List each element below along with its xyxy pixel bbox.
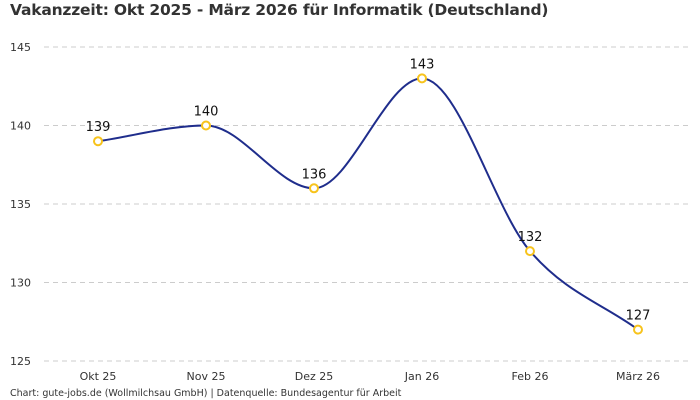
y-tick-label: 130	[10, 277, 31, 290]
chart-title: Vakanzzeit: Okt 2025 - März 2026 für Inf…	[10, 1, 549, 19]
y-tick-label: 125	[10, 355, 31, 368]
data-label: 139	[86, 120, 111, 135]
x-tick-label: März 26	[616, 370, 660, 383]
data-point	[201, 120, 211, 131]
data-label: 143	[410, 57, 435, 72]
x-tick-label: Okt 25	[80, 370, 117, 383]
data-label: 127	[626, 309, 651, 324]
data-point	[525, 246, 535, 257]
chart-source-note: Chart: gute-jobs.de (Wollmilchsau GmbH) …	[10, 388, 402, 399]
x-tick-label: Nov 25	[187, 370, 226, 383]
x-tick-label: Jan 26	[404, 370, 439, 383]
data-label: 132	[518, 230, 543, 245]
data-point	[417, 73, 427, 84]
y-tick-label: 145	[10, 41, 31, 54]
data-point	[93, 136, 103, 147]
data-label: 136	[302, 167, 327, 182]
data-point	[633, 324, 643, 335]
x-tick-label: Feb 26	[512, 370, 549, 383]
data-point	[309, 183, 319, 194]
data-label: 140	[194, 105, 219, 120]
y-tick-label: 140	[10, 120, 31, 133]
y-tick-label: 135	[10, 198, 31, 211]
x-tick-label: Dez 25	[295, 370, 334, 383]
